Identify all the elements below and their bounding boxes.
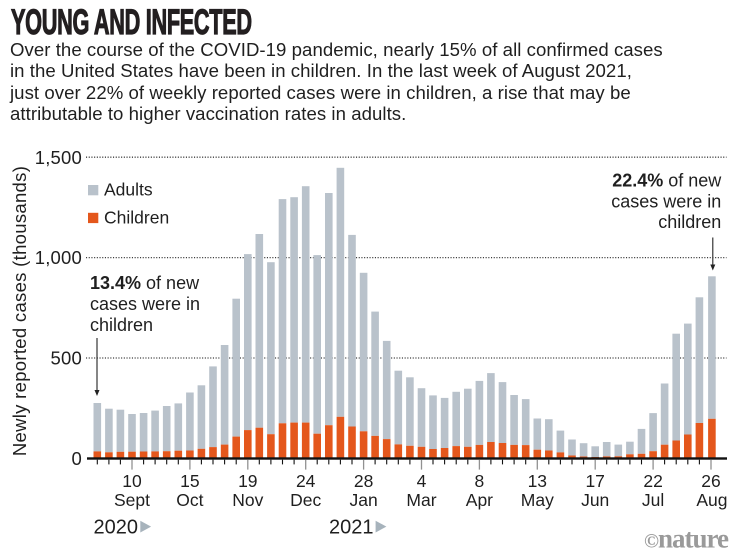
svg-text:22.4% of new: 22.4% of new [612,171,722,191]
svg-text:Children: Children [104,207,169,227]
svg-text:Jan: Jan [349,490,377,510]
svg-text:17: 17 [585,471,604,491]
svg-text:children: children [90,315,153,335]
svg-text:cases were in: cases were in [611,191,721,211]
svg-text:children: children [658,212,721,232]
svg-text:Apr: Apr [466,490,493,510]
svg-text:28: 28 [354,471,373,491]
svg-text:Nov: Nov [232,490,263,510]
svg-text:4: 4 [417,471,427,491]
svg-text:Jun: Jun [581,490,609,510]
svg-text:15: 15 [180,471,199,491]
svg-text:26: 26 [701,471,720,491]
svg-text:Sept: Sept [114,490,150,510]
svg-text:Newly reported cases (thousand: Newly reported cases (thousands) [9,166,30,456]
svg-text:13.4% of new: 13.4% of new [90,273,200,293]
svg-text:May: May [521,490,554,510]
svg-text:Oct: Oct [176,490,203,510]
svg-text:©nature: ©nature [644,524,729,554]
svg-text:10: 10 [122,471,142,491]
svg-text:Dec: Dec [290,490,321,510]
svg-text:Adults: Adults [104,180,153,200]
svg-text:2020: 2020 [94,516,139,538]
svg-text:2021: 2021 [329,516,374,538]
svg-text:24: 24 [296,471,316,491]
svg-text:19: 19 [238,471,257,491]
svg-text:Aug: Aug [696,490,727,510]
svg-text:22: 22 [643,471,662,491]
svg-text:8: 8 [475,471,485,491]
svg-text:1,500: 1,500 [35,147,82,168]
svg-text:Mar: Mar [406,490,436,510]
svg-text:cases were in: cases were in [90,294,200,314]
svg-text:1,000: 1,000 [35,247,82,268]
svg-text:500: 500 [51,348,82,369]
svg-text:0: 0 [72,448,83,469]
svg-text:Jul: Jul [642,490,664,510]
svg-text:13: 13 [528,471,547,491]
